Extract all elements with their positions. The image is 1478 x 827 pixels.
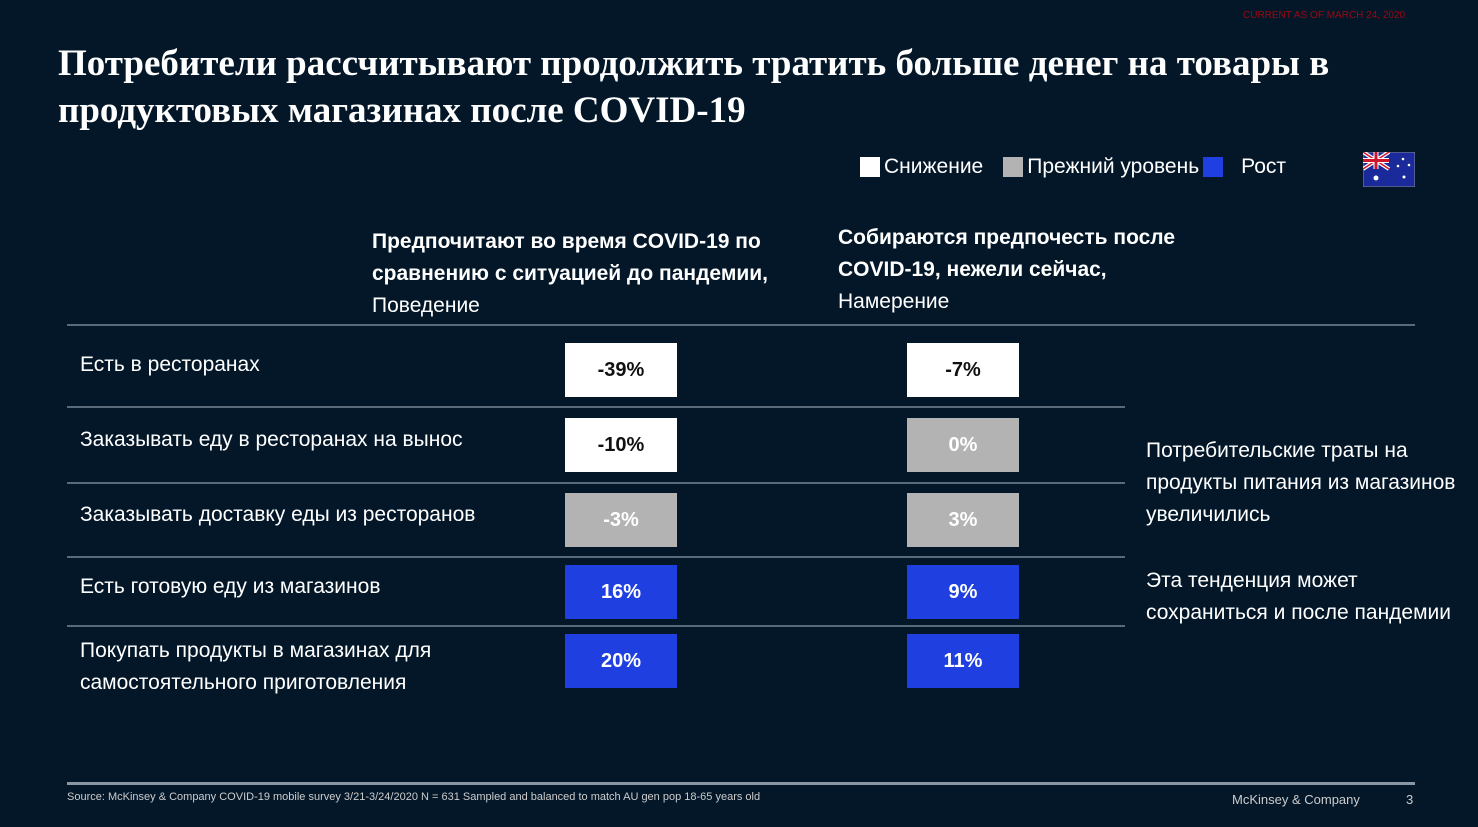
value-cell-increase: 16%: [565, 565, 677, 619]
divider: [67, 625, 1125, 627]
legend-swatch-same: [1003, 157, 1024, 177]
row-label: Заказывать еду в ресторанах на вынос: [80, 428, 463, 451]
brand: McKinsey & Company: [1232, 792, 1360, 807]
column-header-sub: Поведение: [372, 294, 480, 317]
side-note: Эта тенденция может сохраниться и после …: [1146, 569, 1451, 624]
column-header-title: Предпочитают во время COVID-19 по сравне…: [372, 230, 769, 285]
column-header-intent: Собираются предпочесть после COVID-19, н…: [838, 222, 1218, 318]
column-header-sub: Намерение: [838, 290, 950, 313]
page-number: 3: [1406, 792, 1414, 807]
australia-flag-icon: [1363, 152, 1415, 187]
value-cell-increase: 20%: [565, 634, 677, 688]
value-cell-decrease: -10%: [565, 418, 677, 472]
legend-swatch-increase: [1203, 157, 1224, 177]
value-cell-increase: 9%: [907, 565, 1019, 619]
value-cell-decrease: -39%: [565, 343, 677, 397]
current-as-of: CURRENT AS OF MARCH 24, 2020: [1243, 10, 1406, 21]
legend-label-increase: Рост: [1241, 155, 1287, 178]
column-header-behavior: Предпочитают во время COVID-19 по сравне…: [372, 226, 822, 322]
legend-label-same: Прежний уровень: [1027, 155, 1200, 178]
value-cell-decrease: -7%: [907, 343, 1019, 397]
divider: [67, 324, 1415, 326]
value-cell-increase: 11%: [907, 634, 1019, 688]
row-label: Есть готовую еду из магазинов: [80, 575, 381, 598]
row-label: Заказывать доставку еды из ресторанов: [80, 503, 476, 526]
column-header-title: Собираются предпочесть после COVID-19, н…: [838, 226, 1176, 281]
legend-label-decrease: Снижение: [884, 155, 984, 178]
divider: [67, 482, 1125, 484]
footer-divider: [67, 782, 1415, 785]
row-label: Покупать продукты в магазинах для самост…: [80, 639, 432, 694]
legend: Снижение Прежний уровень Рост: [860, 155, 1286, 179]
divider: [67, 406, 1125, 408]
divider: [67, 556, 1125, 558]
value-cell-same: 3%: [907, 493, 1019, 547]
page-title: Потребители рассчитывают продолжить трат…: [58, 43, 1330, 131]
legend-swatch-decrease: [860, 157, 880, 177]
row-label: Есть в ресторанах: [80, 353, 260, 376]
source-note: Source: McKinsey & Company COVID-19 mobi…: [67, 791, 761, 803]
side-note: Потребительские траты на продукты питани…: [1146, 439, 1456, 526]
value-cell-same: 0%: [907, 418, 1019, 472]
value-cell-same: -3%: [565, 493, 677, 547]
